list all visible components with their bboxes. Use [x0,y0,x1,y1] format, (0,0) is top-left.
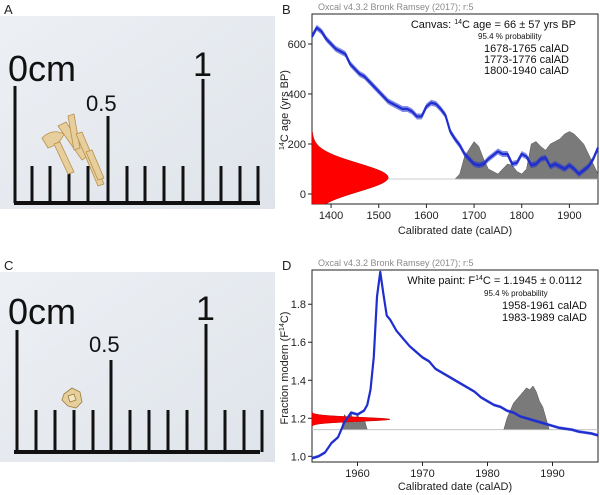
y-tick-label: 1.2 [291,413,306,425]
ruler-ticks-c [14,324,264,454]
y-tick-label: 1.8 [291,299,306,311]
chart-d-header: Oxcal v4.3.2 Bronk Ramsey (2017); r:5 [318,258,474,268]
ruler-label-half: 0.5 [86,91,117,116]
y-tick-label: 600 [288,39,306,51]
paint-flake [61,387,83,409]
chart-b-calibration-curve [311,24,600,177]
x-tick-label: 1900 [557,210,581,222]
chart-b-plot-frame [311,13,599,205]
x-tick-label: 1800 [509,210,533,222]
chart-b-radiocarbon-distribution [311,131,389,205]
ruler-a: 0cm 0.5 1 [0,16,275,209]
panel-letter-a: A [4,2,13,17]
chart-b-range-1: 1678-1765 calAD [484,43,569,55]
chart-b-ylabel: 14C age (yrs BP) [279,70,291,150]
chart-d-annotation-title: White paint: F14C = 1.1945 ± 0.0112 [407,275,582,287]
x-tick-label: 1980 [475,468,499,480]
ruler-label-0cm: 0cm [8,291,76,332]
y-tick-label: 0 [300,189,306,201]
chart-d-plot-frame [311,269,599,463]
calibration-line [311,270,599,460]
x-tick-label: 1700 [462,210,486,222]
chart-d-y-axis: 1.0 1.2 1.4 1.6 1.8 [291,299,312,463]
chart-b-header: Oxcal v4.3.2 Bronk Ramsey (2017); r:5 [318,2,474,12]
y-tick-label: 1.4 [291,375,306,387]
photo-canvas-sample: 0cm 0.5 1 [0,16,275,209]
radiocarbon-gaussian [311,412,391,427]
chart-b-range-2: 1773-1776 calAD [484,54,569,66]
chart-d-radiocarbon-distribution [311,412,391,427]
chart-d-calibration-curve [311,270,599,460]
chart-d-calibrated-distribution [312,385,598,431]
ruler-c: 0cm 0.5 1 [0,272,275,462]
chart-b-xlabel: Calibrated date (calAD) [398,225,512,237]
chart-d-ylabel: Fraction modern (F14C) [279,312,291,425]
y-tick-label: 200 [288,139,306,151]
chart-d-range-2: 1983-1989 calAD [502,312,587,324]
x-tick-label: 1990 [540,468,564,480]
ruler-label-0cm: 0cm [8,48,76,89]
x-tick-label: 1970 [410,468,434,480]
chart-b-annotation-title: Canvas: 14C age = 66 ± 57 yrs BP [411,19,576,31]
panel-letter-c: C [4,258,14,273]
y-tick-label: 1.6 [291,337,306,349]
posterior-area-2 [503,385,550,430]
chart-b: Oxcal v4.3.2 Bronk Ramsey (2017); r:5 14… [279,2,600,237]
chart-b-range-3: 1800-1940 calAD [484,65,569,77]
x-tick-label: 1500 [366,210,390,222]
chart-b-x-axis: 1400 1500 1600 1700 1800 1900 [319,204,582,222]
chart-d: Oxcal v4.3.2 Bronk Ramsey (2017); r:5 19… [279,258,599,493]
ruler-label-half: 0.5 [89,332,120,357]
ruler-label-1: 1 [196,290,215,328]
chart-d-x-axis: 1960 1970 1980 1990 [345,462,565,480]
chart-b-prob-label: 95.4 % probability [478,32,542,41]
calibration-band [312,270,598,460]
y-tick-label: 1.0 [291,451,306,463]
chart-d-range-1: 1958-1961 calAD [502,300,587,312]
x-tick-label: 1960 [345,468,369,480]
photo-paint-sample: 0cm 0.5 1 [0,272,275,462]
x-tick-label: 1600 [414,210,438,222]
panel-letter-b: B [282,2,291,17]
chart-d-prob-label: 95.4 % probability [484,289,548,298]
calibration-line [311,26,600,176]
panel-letter-d: D [282,258,292,273]
chart-b-y-axis: 0 200 400 600 [288,39,312,201]
canvas-fibres [41,113,105,187]
chart-d-xlabel: Calibrated date (calAD) [398,481,512,493]
y-tick-label: 400 [288,89,306,101]
ruler-label-1: 1 [193,46,212,84]
radiocarbon-gaussian [311,131,389,205]
x-tick-label: 1400 [319,210,343,222]
